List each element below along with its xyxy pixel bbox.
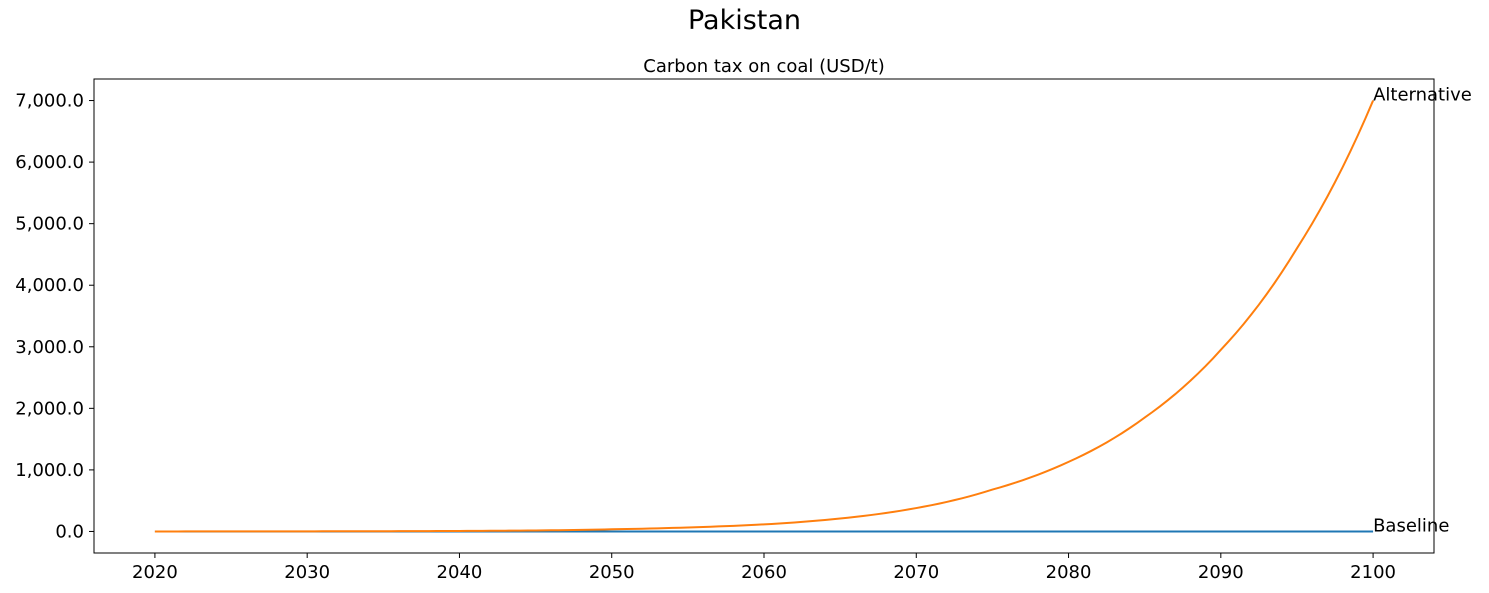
x-tick-label: 2050 bbox=[589, 562, 635, 583]
y-tick-label: 3,000.0 bbox=[15, 337, 84, 358]
x-tick-label: 2060 bbox=[741, 562, 787, 583]
series-label-baseline: Baseline bbox=[1373, 515, 1449, 536]
y-tick-label: 2,000.0 bbox=[15, 398, 84, 419]
series-layer: Baseline Alternative bbox=[154, 85, 1472, 536]
y-tick-label: 5,000.0 bbox=[15, 214, 84, 235]
y-tick-label: 4,000.0 bbox=[15, 275, 84, 296]
x-tick-label: 2020 bbox=[132, 562, 178, 583]
y-tick-label: 0.0 bbox=[55, 521, 84, 542]
x-axis: 2020 2030 2040 2050 2060 2070 2080 2090 2100 bbox=[132, 553, 1396, 583]
chart-title: Carbon tax on coal (USD/t) bbox=[643, 56, 884, 77]
figure-title: Pakistan bbox=[687, 5, 802, 36]
series-line-alternative bbox=[154, 100, 1375, 533]
x-tick-label: 2040 bbox=[437, 562, 483, 583]
y-tick-label: 1,000.0 bbox=[15, 460, 84, 481]
x-tick-label: 2090 bbox=[1198, 562, 1244, 583]
y-tick-label: 7,000.0 bbox=[15, 91, 84, 112]
y-axis: 0.0 1,000.0 2,000.0 3,000.0 4,000.0 5,000.0 6,… bbox=[15, 91, 94, 542]
plot-area bbox=[93, 78, 1435, 554]
y-tick-label: 6,000.0 bbox=[15, 152, 84, 173]
series-label-alternative: Alternative bbox=[1373, 85, 1472, 106]
x-tick-label: 2100 bbox=[1350, 562, 1396, 583]
x-tick-label: 2070 bbox=[893, 562, 939, 583]
x-tick-label: 2030 bbox=[284, 562, 330, 583]
x-tick-label: 2080 bbox=[1046, 562, 1092, 583]
